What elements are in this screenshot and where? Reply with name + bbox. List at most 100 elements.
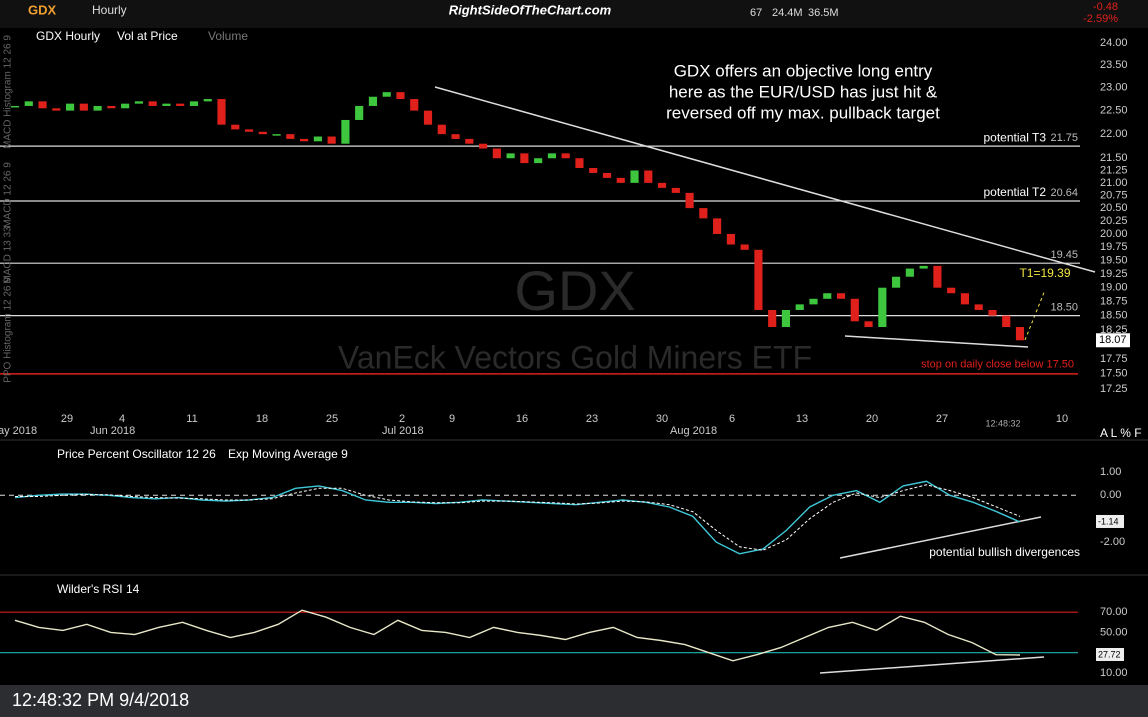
candle xyxy=(479,143,488,149)
toolbar xyxy=(0,0,1148,28)
level-name: potential T2 xyxy=(984,185,1047,199)
candle xyxy=(410,99,419,111)
candle xyxy=(657,182,667,188)
candle xyxy=(754,249,763,310)
candle xyxy=(850,298,859,322)
x-tick-label: 23 xyxy=(586,413,598,425)
legend-item[interactable]: GDX Hourly xyxy=(36,29,100,43)
x-tick-label: 10 xyxy=(1056,413,1068,425)
candle xyxy=(176,103,185,106)
candle xyxy=(1015,327,1025,341)
annotation: here as the EUR/USD has just hit & xyxy=(669,82,938,101)
candle xyxy=(878,287,887,328)
candle xyxy=(341,119,350,144)
annotation: reversed off my max. pullback target xyxy=(666,103,940,122)
timestamp: 12:48:32 PM 9/4/2018 xyxy=(12,690,189,710)
y-tick-label: 10.00 xyxy=(1100,667,1128,679)
level-value: 19.45 xyxy=(1050,249,1078,261)
y-tick-label: 19.75 xyxy=(1100,241,1128,253)
candle xyxy=(423,110,433,125)
interval[interactable]: Hourly xyxy=(92,3,127,17)
y-tick-label: 23.50 xyxy=(1100,59,1128,71)
x-month-label: Jun 2018 xyxy=(90,425,135,437)
y-tick-label: 22.00 xyxy=(1100,128,1128,140)
y-tick-label: 21.25 xyxy=(1100,164,1128,176)
candle xyxy=(189,101,199,106)
x-tick-label: 11 xyxy=(186,413,197,425)
candle xyxy=(671,187,680,193)
candle xyxy=(960,293,970,305)
candle xyxy=(630,170,639,183)
candle xyxy=(892,276,901,288)
divergence-line xyxy=(839,516,1042,559)
divergence-line xyxy=(819,656,1045,674)
candle xyxy=(38,101,47,109)
watermark: GDX xyxy=(514,259,635,322)
y-tick-label: 0.00 xyxy=(1100,489,1121,501)
legend-item[interactable]: Exp Moving Average 9 xyxy=(228,447,348,461)
last-price: 18.07 xyxy=(1099,334,1127,346)
time-label: 12:48:32 xyxy=(985,418,1020,428)
candle xyxy=(272,134,281,136)
y-tick-label: 1.00 xyxy=(1100,466,1121,478)
y-tick-label: 17.50 xyxy=(1100,368,1128,380)
y-tick-label: 21.50 xyxy=(1100,152,1128,164)
candle xyxy=(492,148,501,159)
trendline xyxy=(434,86,1096,273)
candle xyxy=(905,268,914,277)
candle xyxy=(836,293,846,299)
y-tick-label: 70.00 xyxy=(1100,606,1128,618)
y-tick-label: 17.75 xyxy=(1100,353,1128,365)
candle xyxy=(286,134,295,139)
candle xyxy=(52,108,61,111)
x-tick-label: 9 xyxy=(449,413,455,425)
y-tick-label: 19.00 xyxy=(1100,282,1128,294)
x-month-label: ay 2018 xyxy=(0,425,37,437)
x-month-label: Aug 2018 xyxy=(670,425,717,437)
watermark-sub: VanEck Vectors Gold Miners ETF xyxy=(338,339,812,375)
x-tick-label: 20 xyxy=(866,413,878,425)
candle xyxy=(231,124,240,130)
legend-item[interactable]: Volume xyxy=(208,29,248,43)
series-line xyxy=(15,484,1021,551)
y-tick-label: 24.00 xyxy=(1100,37,1128,49)
candle xyxy=(451,134,460,139)
candle xyxy=(162,103,171,106)
candle xyxy=(740,244,749,250)
y-tick-label: 18.50 xyxy=(1100,310,1128,322)
candle xyxy=(795,304,804,310)
legend-item[interactable]: Vol at Price xyxy=(117,29,178,43)
footer-bar xyxy=(0,685,1148,717)
last-price-box xyxy=(1096,333,1130,348)
axis-buttons[interactable]: A L % F xyxy=(1100,426,1142,440)
candle xyxy=(864,321,873,328)
candle xyxy=(823,293,832,299)
side-label: MACD 13 33 xyxy=(3,226,14,284)
y-tick-label: 20.00 xyxy=(1100,228,1128,240)
candle xyxy=(396,92,405,100)
x-tick-label: 27 xyxy=(936,413,948,425)
y-tick-label: 18.25 xyxy=(1100,324,1128,336)
candle xyxy=(974,304,983,310)
candle xyxy=(534,158,543,164)
stat: 67 xyxy=(750,7,762,19)
candle xyxy=(107,105,116,109)
y-tick-label: 20.75 xyxy=(1100,189,1128,201)
candle xyxy=(258,131,267,135)
candle xyxy=(809,298,818,305)
legend-item[interactable]: Price Percent Oscillator 12 26 xyxy=(57,447,216,461)
symbol[interactable]: GDX xyxy=(28,2,57,17)
y-tick-label: 19.50 xyxy=(1100,254,1128,266)
legend-item[interactable]: Wilder's RSI 14 xyxy=(57,582,140,596)
x-tick-label: 30 xyxy=(656,413,668,425)
candle xyxy=(713,218,722,234)
x-month-label: Jul 2018 xyxy=(382,425,424,437)
target-label: T1=19.39 xyxy=(1019,266,1070,280)
stop-label: stop on daily close below 17.50 xyxy=(921,359,1074,371)
x-tick-label: 4 xyxy=(119,413,125,425)
change-pct: -2.59% xyxy=(1083,13,1118,25)
candle xyxy=(1002,315,1011,328)
stat: 24.4M xyxy=(772,7,803,19)
